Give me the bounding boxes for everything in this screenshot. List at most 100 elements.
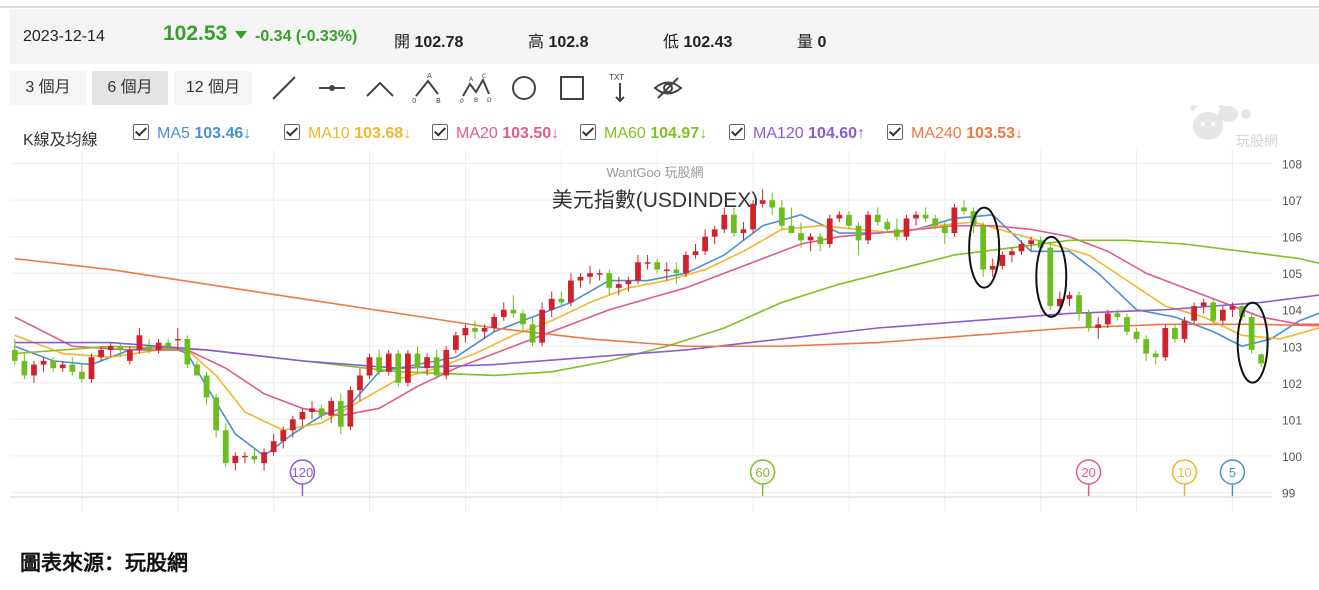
text-tool-icon[interactable]: TXT xyxy=(604,72,636,104)
y-tick-label: 107 xyxy=(1282,194,1302,208)
candle-body xyxy=(50,360,57,369)
angle-tool-icon[interactable] xyxy=(364,72,396,104)
ma-value: 103.53 xyxy=(966,125,1016,142)
candle xyxy=(558,291,565,307)
rectangle-tool-icon[interactable] xyxy=(556,72,588,104)
ma-arrow: ↓ xyxy=(1015,125,1024,142)
candle xyxy=(79,364,85,383)
ma-legend-item-ma60[interactable]: MA60 104.97↓ xyxy=(580,124,707,143)
candle-body xyxy=(913,214,919,219)
candle xyxy=(1047,244,1054,310)
candle-body xyxy=(1143,338,1150,354)
ma-name: MA10 xyxy=(308,125,355,142)
candle-body xyxy=(615,284,622,288)
candle xyxy=(635,254,641,285)
candle-body xyxy=(11,349,18,361)
ma-marker-circle xyxy=(289,459,316,485)
ma-value: 104.97 xyxy=(650,125,700,142)
candle-body xyxy=(568,280,574,303)
circle-tool-icon[interactable] xyxy=(508,72,540,104)
candle xyxy=(213,393,220,438)
ma-legend-item-ma20[interactable]: MA20 103.50↓ xyxy=(432,124,559,143)
candle-body xyxy=(309,408,315,412)
candle xyxy=(1143,335,1150,361)
candle-body xyxy=(500,309,507,318)
candle xyxy=(961,200,967,215)
svg-text:0: 0 xyxy=(412,97,416,104)
checkbox-icon[interactable] xyxy=(729,124,745,140)
candle-body xyxy=(520,313,526,325)
period-6m-button[interactable]: 6 個月 xyxy=(92,71,168,105)
candle-body xyxy=(117,346,124,350)
candle-body xyxy=(107,346,114,350)
checkbox-icon[interactable] xyxy=(284,124,300,140)
candle-body xyxy=(884,222,891,230)
checkbox-icon[interactable] xyxy=(887,124,903,140)
candle xyxy=(242,452,248,464)
candle-body xyxy=(778,207,785,226)
candle xyxy=(1152,349,1159,365)
svg-text:0: 0 xyxy=(460,98,464,104)
candle-body xyxy=(1200,302,1207,307)
candle-body xyxy=(261,452,267,464)
ma-legend-item-ma10[interactable]: MA10 103.68↓ xyxy=(284,124,411,143)
candle-body xyxy=(452,335,459,350)
candle xyxy=(251,448,258,464)
ma-arrow: ↓ xyxy=(551,125,560,142)
candle xyxy=(520,309,526,332)
candle xyxy=(663,262,670,281)
candle-body xyxy=(414,353,421,369)
candle xyxy=(1258,353,1265,368)
ma-marker-60: 60 xyxy=(749,459,776,496)
candle-body xyxy=(529,324,536,343)
y-tick-label: 104 xyxy=(1282,304,1302,318)
candle xyxy=(855,222,862,255)
period-12m-button[interactable]: 12 個月 xyxy=(174,71,252,105)
candle-body xyxy=(1009,251,1015,255)
candle xyxy=(980,222,987,277)
checkbox-icon[interactable] xyxy=(580,124,596,140)
line-tool-icon[interactable] xyxy=(268,72,300,104)
candle-body xyxy=(395,353,402,383)
candle xyxy=(491,313,498,332)
period-3m-button[interactable]: 3 個月 xyxy=(10,71,86,105)
checkbox-icon[interactable] xyxy=(133,124,149,140)
candle xyxy=(117,342,124,358)
horizontal-line-tool-icon[interactable] xyxy=(316,72,348,104)
high-label: 高 xyxy=(528,34,545,51)
quote-change-value: -0.34 (-0.33%) xyxy=(255,28,358,45)
candle-body xyxy=(385,353,392,372)
candle-body xyxy=(606,273,613,288)
candle-body xyxy=(443,349,450,376)
ma-legend-item-ma240[interactable]: MA240 103.53↓ xyxy=(887,124,1023,143)
volume-value: 0 xyxy=(817,34,827,51)
candle xyxy=(807,233,814,252)
candle xyxy=(625,276,632,292)
ma-legend-item-ma5[interactable]: MA5 103.46↓ xyxy=(133,124,251,143)
candle-body xyxy=(1066,295,1073,299)
candle-body xyxy=(558,298,565,303)
abcd-pattern-tool-icon[interactable]: A C 0 B D xyxy=(460,72,492,104)
quote-high: 高 102.8 xyxy=(528,28,589,52)
candle-body xyxy=(289,419,296,431)
candle-body xyxy=(673,269,680,274)
ma-legend-item-ma120[interactable]: MA120 104.60↑ xyxy=(729,124,865,143)
candle-body xyxy=(865,214,871,241)
candle-body xyxy=(961,207,967,212)
hide-drawings-icon[interactable] xyxy=(652,72,684,104)
candle xyxy=(692,244,699,259)
candle xyxy=(21,353,28,380)
candle-body xyxy=(1124,317,1130,332)
candle xyxy=(1009,247,1015,263)
candle xyxy=(615,276,622,296)
ma-arrow: ↓ xyxy=(403,125,412,142)
candle xyxy=(1181,317,1188,343)
checkbox-icon[interactable] xyxy=(432,124,448,140)
abc-pattern-tool-icon[interactable]: A 0 B xyxy=(412,72,444,104)
candle-body xyxy=(826,218,833,244)
candle xyxy=(174,328,181,350)
candle-body xyxy=(165,342,172,347)
svg-text:B: B xyxy=(436,97,441,104)
candle xyxy=(1191,302,1197,325)
